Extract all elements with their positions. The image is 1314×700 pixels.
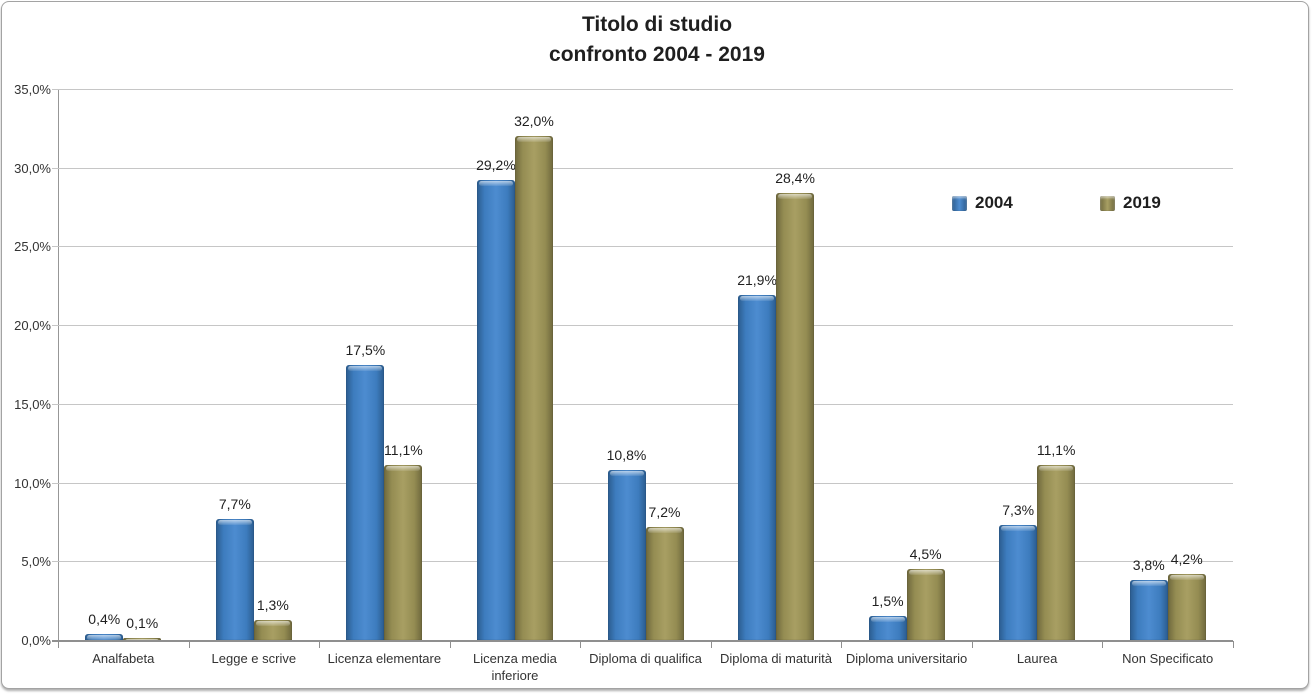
x-tick — [449, 641, 451, 648]
data-label-2004: 0,4% — [88, 610, 121, 627]
data-label-2019: 11,1% — [384, 442, 423, 459]
legend-item-2019: 2019 — [1100, 193, 1161, 213]
bar-2004 — [607, 469, 646, 640]
data-label-2019: 4,5% — [909, 546, 942, 563]
bar-2019 — [123, 638, 162, 640]
category-label: Licenza media inferiore — [473, 651, 557, 683]
data-label-2004: 1,5% — [871, 593, 904, 610]
bar-2004 — [476, 180, 515, 640]
legend-label-2004: 2004 — [975, 193, 1013, 212]
bar-2019 — [1167, 573, 1206, 640]
category-label: Legge e scrive — [211, 651, 297, 666]
bar-2019 — [776, 192, 815, 640]
bar-2004 — [1129, 580, 1168, 640]
gridline — [52, 403, 1233, 405]
data-label-2019: 0,1% — [126, 615, 159, 632]
y-tick-label: 0,0% — [21, 633, 51, 648]
legend-item-2004: 2004 — [952, 193, 1013, 213]
plot-area: 0,4% 7,7% 17,5% 29,2% 10,8% 21,9% 1,5% 7,3% 3,8%… — [52, 89, 1234, 648]
data-label-2019: 4,2% — [1170, 550, 1203, 567]
bar-2004 — [346, 364, 385, 640]
gridline — [52, 167, 1233, 169]
x-tick — [319, 641, 321, 648]
category-label: Diploma di qualifica — [589, 651, 702, 666]
data-label-2019: 1,3% — [256, 596, 289, 613]
bar-2019 — [1037, 465, 1076, 640]
x-axis-line — [52, 640, 1233, 642]
data-label-2019: 11,1% — [1036, 442, 1076, 459]
legend-label-2019: 2019 — [1123, 193, 1161, 212]
bar-2004 — [868, 616, 907, 640]
data-label-2004: 10,8% — [606, 446, 647, 463]
data-label-2004: 21,9% — [737, 272, 777, 289]
category-label: Non Specificato — [1122, 651, 1214, 666]
data-label-2004: 7,3% — [1002, 502, 1035, 519]
bar-2004 — [85, 633, 124, 640]
bar-2004 — [738, 295, 777, 640]
legend-swatch-2004 — [952, 195, 967, 211]
bar-2019 — [514, 136, 553, 640]
x-tick — [1233, 641, 1234, 648]
y-tick-label: 10,0% — [14, 475, 51, 491]
bar-2019 — [253, 619, 292, 640]
y-tick-label: 25,0% — [14, 239, 51, 255]
x-tick — [971, 641, 973, 648]
chart-title: Titolo di studio confronto 2004 - 2019 — [0, 10, 1314, 70]
x-tick — [841, 641, 843, 648]
y-tick-label: 20,0% — [14, 318, 51, 334]
data-label-2004: 3,8% — [1132, 557, 1165, 574]
data-label-2004: 17,5% — [345, 341, 386, 358]
category-label: Analfabeta — [92, 651, 155, 666]
data-label-2019: 28,4% — [775, 169, 815, 186]
legend-swatch-2019 — [1100, 195, 1115, 211]
category-label: Diploma universitario — [845, 651, 968, 666]
data-label-2019: 32,0% — [514, 113, 554, 130]
y-tick-label: 5,0% — [21, 554, 51, 570]
category-label: Diploma di maturità — [720, 651, 833, 666]
data-label-2004: 7,7% — [218, 495, 251, 512]
y-tick-label: 30,0% — [14, 160, 51, 176]
x-tick — [710, 641, 712, 648]
chart-title-line1: Titolo di studio — [581, 13, 733, 36]
x-tick — [58, 641, 59, 648]
y-tick-label: 15,0% — [14, 396, 51, 412]
bar-2004 — [215, 518, 254, 640]
gridline — [52, 89, 1233, 90]
bar-2004 — [999, 525, 1038, 640]
x-tick — [580, 641, 582, 648]
gridline — [52, 325, 1233, 327]
y-axis-line — [58, 90, 59, 641]
y-tick-label: 35,0% — [14, 82, 51, 97]
bar-2019 — [384, 465, 423, 640]
data-label-2004: 29,2% — [476, 157, 516, 174]
category-label: Licenza elementare — [327, 651, 442, 666]
category-label: Laurea — [1016, 651, 1058, 666]
bar-2019 — [906, 569, 945, 640]
x-tick — [188, 641, 190, 648]
chart-title-line2: confronto 2004 - 2019 — [549, 43, 765, 66]
bar-2019 — [645, 526, 684, 640]
gridline — [52, 246, 1233, 248]
x-tick — [1102, 641, 1104, 648]
data-label-2019: 7,2% — [648, 503, 681, 520]
